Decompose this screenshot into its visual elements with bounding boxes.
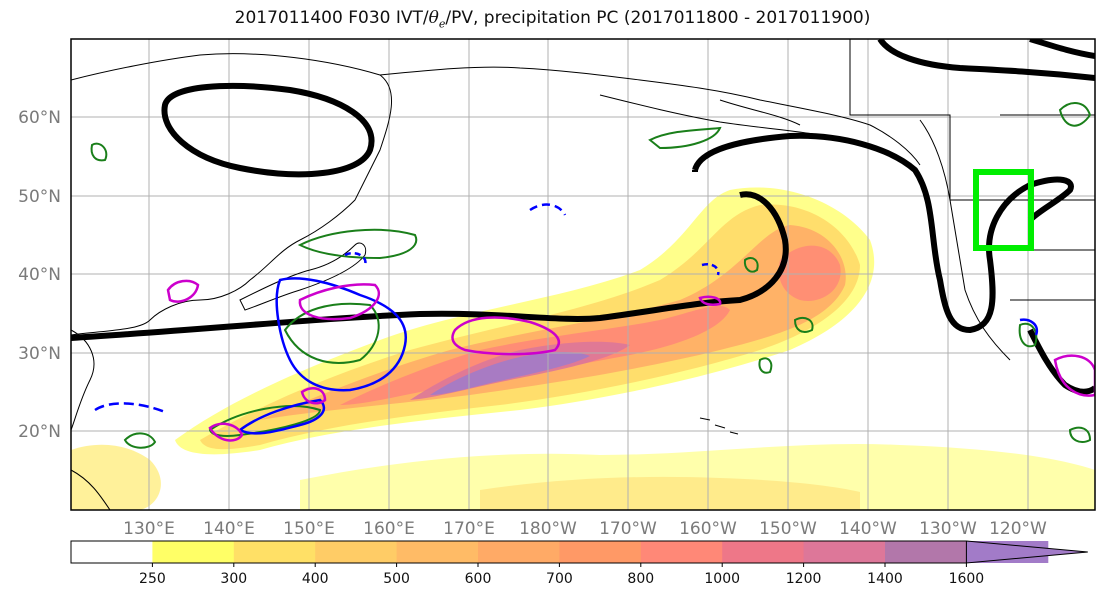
lon-label-150w: 150°W	[759, 519, 817, 539]
lon-label-140w: 140°W	[839, 519, 897, 539]
coastlines	[71, 39, 1095, 510]
colorbar-tick-label: 300	[220, 571, 247, 587]
colorbar-tick-label: 800	[627, 571, 654, 587]
lat-label-20: 20°N	[18, 422, 61, 442]
theta-e-negative-contours	[94, 203, 1039, 435]
latitude-labels: 20°N 30°N 40°N 50°N 60°N	[18, 108, 61, 442]
lat-label-60: 60°N	[18, 108, 61, 128]
colorbar-tick-label: 1600	[949, 571, 985, 587]
colorbar-segment	[152, 541, 235, 563]
map-title: 2017011400 F030 IVT/θe/PV, precipitation…	[234, 8, 871, 31]
lon-label-150e: 150°E	[283, 519, 335, 539]
lat-label-50: 50°N	[18, 187, 61, 207]
map-border	[70, 38, 1096, 511]
colorbar-segment	[803, 541, 886, 563]
precipitation-contours	[166, 279, 1095, 442]
lon-label-160e: 160°E	[363, 519, 415, 539]
ivt-shading	[71, 187, 1095, 510]
lon-label-130e: 130°E	[123, 519, 175, 539]
colorbar-tick-label: 700	[546, 571, 573, 587]
theta-e-contours	[90, 102, 1092, 449]
colorbar-segment	[233, 541, 316, 563]
colorbar-tick-label: 250	[139, 571, 166, 587]
colorbar-tick-label: 400	[302, 571, 329, 587]
highlight-box	[973, 169, 1034, 251]
colorbar-segment	[722, 541, 805, 563]
colorbar-tick-label: 1200	[786, 571, 822, 587]
colorbar-segment	[478, 541, 560, 563]
colorbar-tick-label: 1400	[867, 571, 903, 587]
colorbar-segments	[70, 540, 1088, 564]
lon-label-160w: 160°W	[679, 519, 737, 539]
colorbar: 250 300 400 500 600 700 800 1000 1200 1400 1600	[70, 540, 1088, 587]
colorbar-border	[70, 540, 967, 564]
colorbar-segment	[885, 541, 967, 563]
lon-label-140e: 140°E	[203, 519, 255, 539]
lat-label-40: 40°N	[18, 265, 61, 285]
lon-label-180w: 180°W	[519, 519, 577, 539]
lat-label-30: 30°N	[18, 344, 61, 364]
theta-symbol: θe	[428, 8, 446, 31]
colorbar-segment	[559, 541, 642, 563]
longitude-labels: 130°E 140°E 150°E 160°E 170°E 180°W 170°…	[123, 519, 1047, 539]
colorbar-segment	[640, 541, 723, 563]
lon-label-170w: 170°W	[599, 519, 657, 539]
lon-label-120w: 120°W	[989, 519, 1047, 539]
colorbar-tick-label: 500	[383, 571, 410, 587]
colorbar-segment	[396, 541, 479, 563]
colorbar-segment	[71, 541, 153, 563]
colorbar-tick-label: 600	[465, 571, 492, 587]
lon-label-130w: 130°W	[919, 519, 977, 539]
colorbar-ticks: 250 300 400 500 600 700 800 1000 1200 1400 1600	[139, 563, 984, 587]
colorbar-extend-arrow	[965, 540, 1088, 564]
colorbar-segment	[315, 541, 398, 563]
colorbar-tick-label: 1000	[704, 571, 740, 587]
lon-label-170e: 170°E	[443, 519, 495, 539]
